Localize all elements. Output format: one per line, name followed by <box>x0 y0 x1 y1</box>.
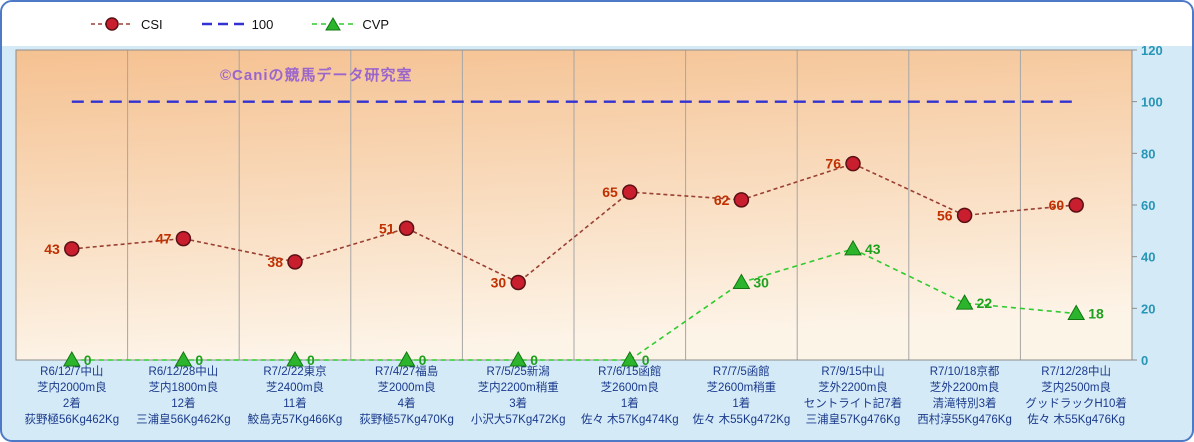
cvp-marker <box>62 350 81 367</box>
cvp-value-label: 18 <box>1088 306 1104 322</box>
csi-marker <box>1068 197 1084 213</box>
cvp-value-label: 0 <box>307 352 315 368</box>
legend-item-csi: CSI <box>90 16 163 32</box>
csi-marker <box>845 155 861 172</box>
y-axis-tick-label: 60 <box>1141 198 1155 213</box>
cvp-marker <box>732 273 751 289</box>
cvp-marker <box>955 294 974 310</box>
csi-value-label: 62 <box>714 192 730 208</box>
y-axis-tick-label: 100 <box>1141 95 1163 110</box>
legend-label-cvp: CVP <box>362 16 390 32</box>
x-axis-label: R7/2/22東京 芝2400m良 11着 鮫島克57Kg466Kg <box>247 366 343 426</box>
csi-value-label: 65 <box>602 184 618 200</box>
csi-value-label: 60 <box>1049 197 1065 213</box>
cvp-value-label: 43 <box>865 241 881 257</box>
cvp-value-label: 22 <box>977 295 993 311</box>
csi-marker <box>175 230 192 247</box>
x-axis-label: R7/5/25新潟 芝内2200m稍重 3着 小沢大57Kg472Kg <box>470 366 566 426</box>
csi-value-label: 38 <box>267 254 283 270</box>
x-axis-label: R6/12/7中山 芝内2000m良 2着 荻野極56Kg462Kg <box>24 366 120 426</box>
csi-marker <box>956 207 973 224</box>
x-axis-label: R7/9/15中山 芝外2200m良 セントライト記7着 三浦皇57Kg476Kg <box>803 366 903 426</box>
cvp-legend-marker-icon <box>312 17 355 31</box>
x-axis-label: R7/7/5函館 芝2600m稍重 1着 佐々 木55Kg472Kg <box>692 366 791 426</box>
csi-value-label: 30 <box>491 275 507 291</box>
cvp-value-label: 0 <box>642 352 650 368</box>
x-axis-label: R6/12/28中山 芝内1800m良 12着 三浦皇56Kg462Kg <box>136 366 231 426</box>
x-axis-label: R7/6/15函館 芝2600m良 1着 佐々 木57Kg474Kg <box>580 366 679 426</box>
csi-marker <box>398 220 415 236</box>
csi-value-label: 76 <box>825 156 841 172</box>
y-axis-tick-label: 40 <box>1141 250 1155 265</box>
cvp-value-label: 0 <box>530 352 538 368</box>
cvp-value-label: 0 <box>195 352 203 368</box>
x-axis-label: R7/4/27福島 芝2000m良 4着 荻野極57Kg470Kg <box>359 366 454 426</box>
y-axis-tick-label: 80 <box>1141 146 1155 161</box>
x-axis-labels: R6/12/7中山 芝内2000m良 2着 荻野極56Kg462Kg R6/12/28中… <box>16 364 1132 428</box>
legend-label-100: 100 <box>251 16 274 32</box>
cvp-marker <box>1067 304 1086 320</box>
csi-marker <box>510 274 526 291</box>
legend: CSI 100 CVP <box>2 2 1192 46</box>
cvp-marker <box>397 350 416 367</box>
csi-marker <box>287 254 303 270</box>
csi-value-label: 51 <box>379 220 395 236</box>
y-axis-tick-label: 20 <box>1141 301 1155 316</box>
y-axis-tick-label: 0 <box>1141 353 1148 368</box>
x-axis-label: R7/12/28中山 芝内2500m良 グッドラックH10着 佐々 木55Kg476K… <box>1025 366 1127 426</box>
cvp-value-label: 30 <box>753 275 769 291</box>
csi-legend-marker-icon <box>91 17 133 31</box>
legend-item-cvp: CVP <box>311 16 389 32</box>
csi-value-label: 47 <box>156 231 172 247</box>
y-axis-tick-label: 120 <box>1141 43 1163 58</box>
cvp-value-label: 0 <box>419 352 427 368</box>
cvp-value-label: 0 <box>84 352 92 368</box>
legend-item-100: 100 <box>201 16 274 32</box>
hundred-legend-marker-icon <box>201 22 244 26</box>
cvp-marker <box>620 350 639 367</box>
x-axis-label: R7/10/18京都 芝外2200m良 清滝特別3着 西村淳55Kg476Kg <box>917 366 1012 426</box>
legend-label-csi: CSI <box>141 16 163 32</box>
cvp-marker <box>286 350 304 367</box>
csi-value-label: 43 <box>44 241 60 257</box>
cvp-marker <box>844 239 862 256</box>
csi-marker <box>733 192 750 208</box>
csi-marker <box>622 184 638 200</box>
csi-line <box>71 162 1077 284</box>
cvp-marker <box>174 350 193 367</box>
watermark: ©Caniの競馬データ研究室 <box>220 67 413 84</box>
csi-value-label: 56 <box>937 207 953 223</box>
csi-marker <box>64 241 80 257</box>
cvp-marker <box>509 350 528 367</box>
